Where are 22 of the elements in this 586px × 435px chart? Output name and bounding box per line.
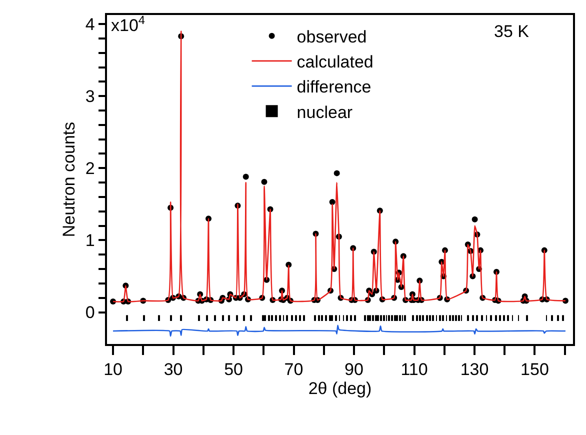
x-tick-label: 50 [224,360,243,380]
y-tick-label: 4 [85,14,95,34]
legend-label: difference [296,78,372,97]
y-tick-label: 0 [85,303,95,322]
x-tick-label: 150 [520,360,549,380]
x-tick-label: 30 [164,360,183,380]
x-tick-label: 110 [400,360,428,380]
x-tick-label: 90 [344,360,364,380]
legend-label: calculated [296,52,374,72]
x-tick-label: 10 [104,360,122,380]
x-tick-label: 70 [284,360,304,380]
legend-label: observed [296,27,367,46]
x-axis-title: 2θ (deg) [308,379,372,398]
line-series [112,324,566,337]
y-tick-label: 1 [85,231,95,250]
y-axis-title: Neutron counts [59,122,78,238]
annotation: 35 K [494,22,530,41]
annotation: x10$^{4}$ [111,13,146,36]
y-tick-label: 3 [85,87,95,106]
y-tick-label: 2 [85,159,95,178]
legend-label: nuclear [296,102,353,122]
x-tick-label: 130 [460,360,489,380]
